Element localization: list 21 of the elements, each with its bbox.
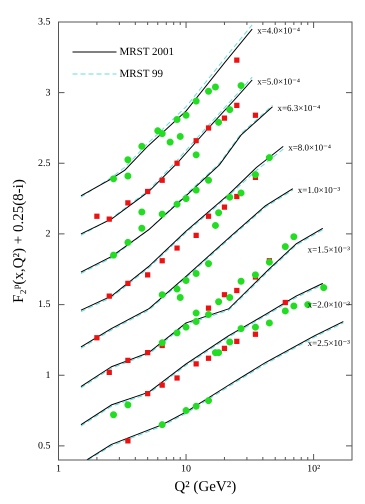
y-tick-label: 3.5 bbox=[38, 16, 50, 28]
annotation: x=8.0×10⁻⁴ bbox=[288, 142, 332, 153]
y-axis-title: F₂ᵖ(x,Q²) + 0.25(8-i) bbox=[10, 179, 27, 303]
x-tick-label: 10 bbox=[181, 464, 192, 475]
y-tick-label: 0.5 bbox=[38, 440, 50, 452]
x-tick-label: 10² bbox=[307, 464, 320, 475]
y-tick-label: 1.5 bbox=[38, 299, 50, 310]
legend-label: MRST 99 bbox=[120, 68, 164, 80]
y-tick-label: 2 bbox=[46, 228, 50, 240]
legend-label: MRST 2001 bbox=[120, 46, 174, 58]
annotation: x=6.3×10⁻⁴ bbox=[277, 103, 320, 114]
y-tick-label: 3 bbox=[46, 87, 50, 98]
annotation: x=1.5×10⁻³ bbox=[308, 244, 350, 255]
y-tick-label: 2.5 bbox=[38, 158, 50, 169]
annotation: x=2.5×10⁻³ bbox=[308, 338, 350, 348]
y-tick-label: 1 bbox=[46, 370, 50, 381]
annotation: x=1.0×10⁻³ bbox=[298, 185, 340, 196]
x-axis-title: Q² (GeV²) bbox=[174, 478, 236, 495]
annotation: x=5.0×10⁻⁴ bbox=[257, 76, 300, 86]
x-tick-label: 1 bbox=[56, 464, 61, 475]
annotation: x=4.0×10⁻⁴ bbox=[257, 25, 300, 36]
